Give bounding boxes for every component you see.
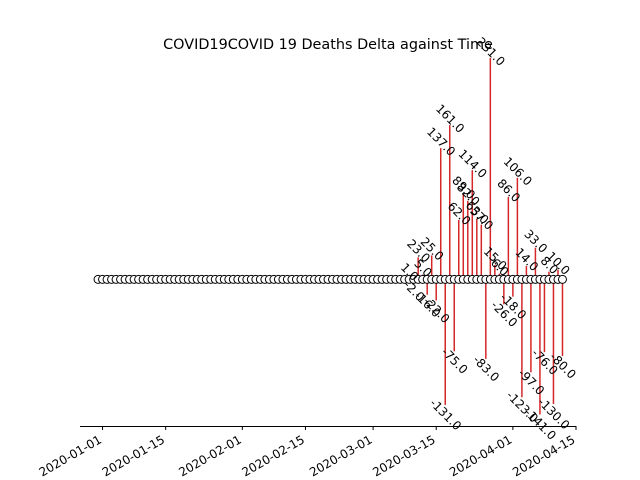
stems-group xyxy=(408,58,564,415)
data-label-2020-03-26: -83.0 xyxy=(470,353,502,385)
x-tick-label-2020-01-01: 2020-01-01 xyxy=(37,432,104,479)
x-tick-label-2020-02-15: 2020-02-15 xyxy=(240,432,307,479)
x-tick-label-2020-03-15: 2020-03-15 xyxy=(370,432,437,479)
data-label-2020-04-05: -97.0 xyxy=(515,366,547,398)
x-tick-label-2020-03-01: 2020-03-01 xyxy=(307,432,374,479)
chart-title: COVID19COVID 19 Deaths Delta against Tim… xyxy=(163,37,493,53)
x-tick-label-2020-02-01: 2020-02-01 xyxy=(176,432,243,479)
x-tick-label-2020-04-01: 2020-04-01 xyxy=(447,432,514,479)
markers-group xyxy=(93,274,567,284)
x-tick-label-2020-01-15: 2020-01-15 xyxy=(100,432,167,479)
data-labels-group: 1.0-2.023.05.0-16.025.0-22.0137.0-131.01… xyxy=(398,35,579,443)
data-label-2020-03-19: -75.0 xyxy=(439,345,471,377)
x-tick-label-2020-04-15: 2020-04-15 xyxy=(510,432,577,479)
marker-2020-04-12 xyxy=(557,274,567,284)
